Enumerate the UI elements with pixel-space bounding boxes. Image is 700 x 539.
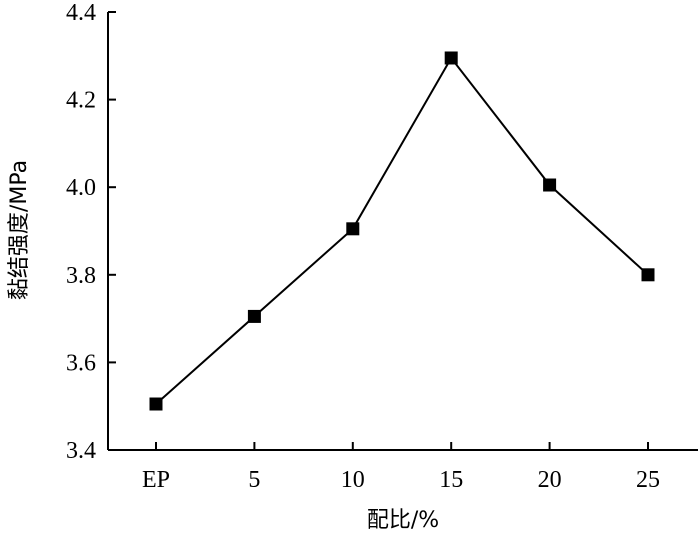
data-point-5 bbox=[247, 309, 261, 323]
y-tick-label: 3.6 bbox=[66, 350, 96, 376]
y-tick-label: 3.4 bbox=[66, 438, 96, 464]
x-tick-label: EP bbox=[142, 467, 170, 493]
data-point-15 bbox=[444, 51, 458, 65]
x-tick-label: 5 bbox=[248, 467, 260, 493]
series-line bbox=[155, 56, 649, 405]
data-point-20 bbox=[543, 178, 557, 192]
x-ticks: EP 5 10 15 20 25 bbox=[142, 442, 660, 493]
y-tick-label: 4.2 bbox=[66, 88, 96, 114]
y-tick-label: 3.8 bbox=[66, 263, 96, 289]
y-ticks: 3.4 3.6 3.8 4.0 4.2 4.4 bbox=[66, 0, 116, 464]
y-axis-title: 黏结强度/MPa bbox=[7, 160, 32, 300]
x-tick-label: 20 bbox=[538, 467, 562, 493]
data-point-EP bbox=[149, 397, 163, 411]
x-axis-title: 配比/% bbox=[367, 508, 439, 533]
data-point-25 bbox=[641, 268, 655, 282]
data-point-10 bbox=[346, 222, 360, 236]
x-tick-label: 10 bbox=[341, 467, 365, 493]
x-tick-label: 25 bbox=[636, 467, 660, 493]
x-tick-label: 15 bbox=[439, 467, 463, 493]
series-markers bbox=[149, 51, 655, 411]
y-tick-label: 4.0 bbox=[66, 175, 96, 201]
y-tick-label: 4.4 bbox=[66, 0, 96, 26]
